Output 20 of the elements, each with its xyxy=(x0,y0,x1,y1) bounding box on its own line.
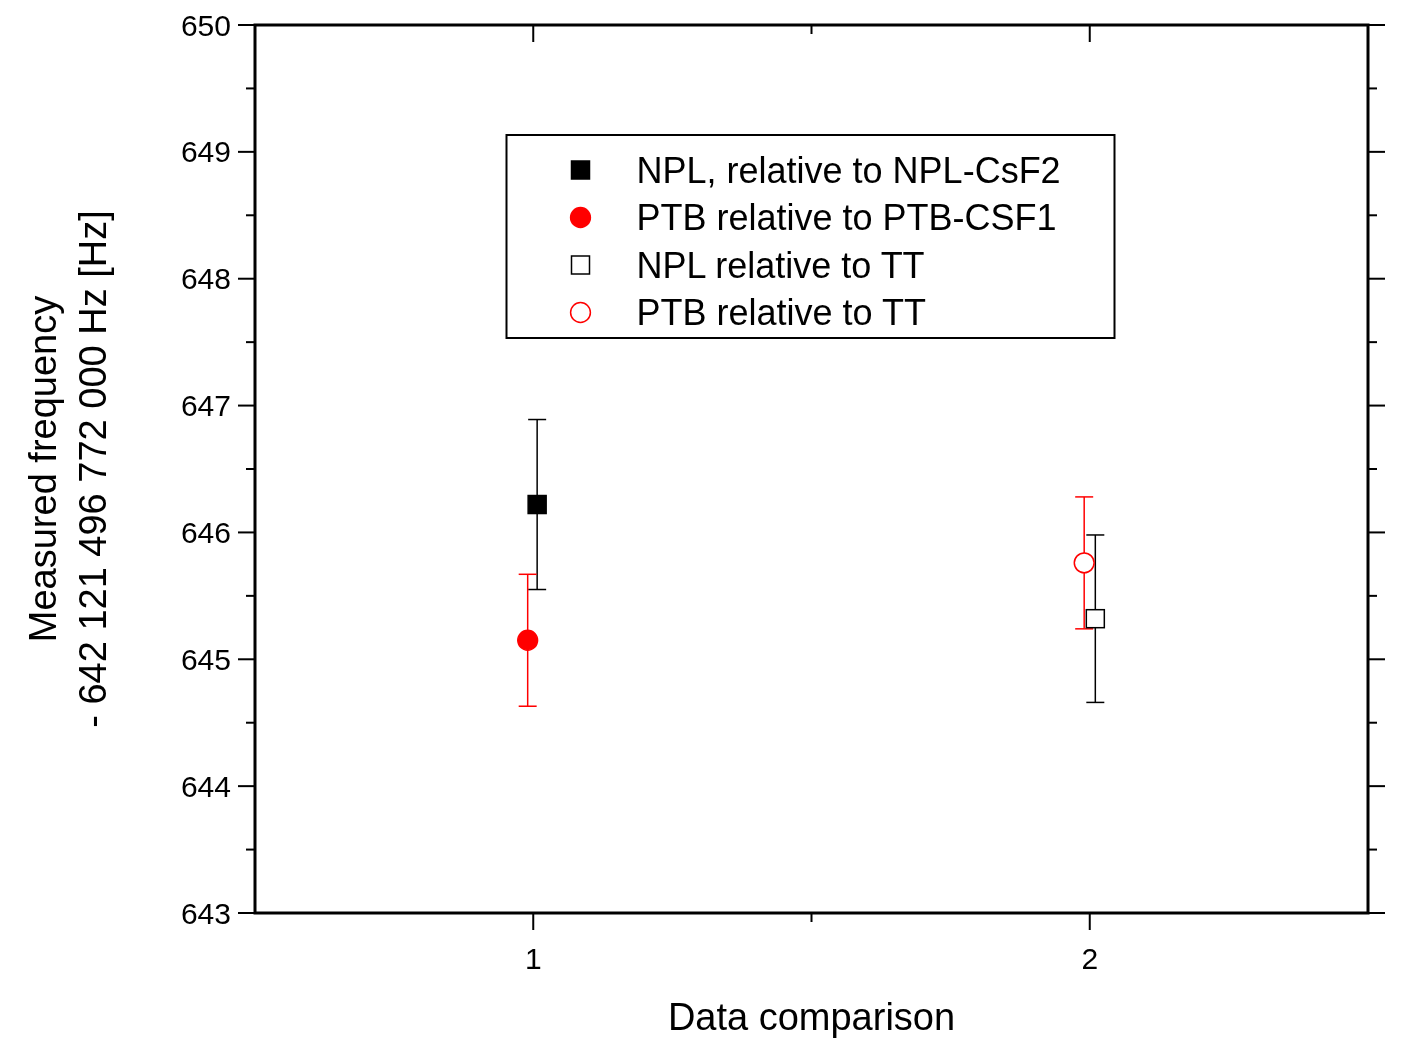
y-tick-label: 643 xyxy=(180,896,231,930)
point xyxy=(1073,552,1095,574)
point xyxy=(1085,608,1106,629)
legend-label: PTB relative to TT xyxy=(636,292,926,334)
point xyxy=(517,629,539,651)
y-axis-title: Measured frequency - 642 121 496 772 000 Hz [Hz] xyxy=(22,210,114,728)
legend-label: NPL, relative to NPL-CsF2 xyxy=(636,149,1061,191)
y-tick-label: 644 xyxy=(180,769,231,803)
y-tick-label: 646 xyxy=(180,515,231,549)
y-tick-label: 649 xyxy=(180,135,231,169)
legend-label: PTB relative to PTB-CSF1 xyxy=(636,197,1057,239)
y-tick-label: 650 xyxy=(180,8,231,42)
legend-label: NPL relative to TT xyxy=(636,244,925,286)
y-tick-label: 647 xyxy=(180,389,231,423)
x-axis-title: Data comparison xyxy=(667,996,956,1038)
point xyxy=(527,494,547,515)
y-tick-label: 648 xyxy=(180,262,231,296)
y-tick-label: 645 xyxy=(180,642,231,676)
x-tick-label: 1 xyxy=(524,942,542,975)
x-tick-label: 2 xyxy=(1081,942,1099,975)
